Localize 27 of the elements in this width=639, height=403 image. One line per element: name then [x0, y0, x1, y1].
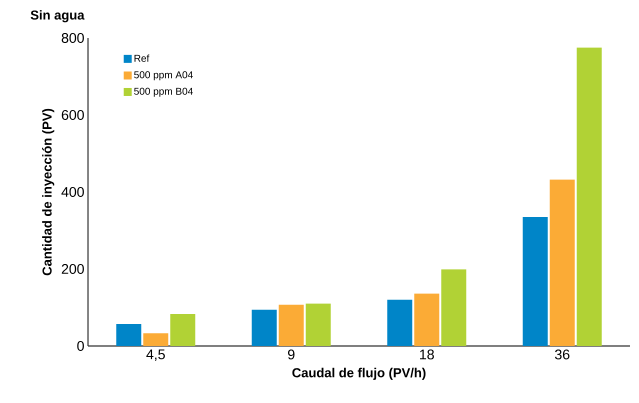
- y-tick-label: 0: [77, 341, 84, 351]
- y-axis-title: Cantidad de inyección (PV): [42, 108, 54, 276]
- x-tick-label: 36: [554, 350, 570, 360]
- y-tick-label: 800: [62, 33, 84, 43]
- bar: [576, 48, 602, 346]
- bar: [143, 333, 168, 346]
- x-axis-title: Caudal de flujo (PV/h): [292, 368, 426, 380]
- bar: [550, 180, 575, 346]
- chart-title: Sin agua: [30, 10, 85, 22]
- bar: [387, 300, 412, 346]
- x-tick-label: 4,5: [146, 350, 165, 361]
- bar: [306, 304, 331, 346]
- y-tick-label: 600: [62, 110, 84, 120]
- legend-label: 500 ppm A04: [134, 71, 193, 80]
- bar: [170, 314, 196, 346]
- x-tick-label: 9: [288, 350, 294, 360]
- bar: [278, 304, 304, 346]
- bar: [414, 294, 440, 346]
- bar: [252, 310, 277, 346]
- x-tick-label: 18: [420, 350, 434, 360]
- bar: [116, 324, 142, 346]
- y-tick-label: 400: [61, 187, 84, 197]
- legend-label: Ref: [134, 54, 150, 62]
- y-tick-label: 200: [62, 264, 84, 274]
- bar: [441, 269, 466, 346]
- bar: [522, 217, 548, 346]
- legend-label: 500 ppm B04: [134, 88, 193, 97]
